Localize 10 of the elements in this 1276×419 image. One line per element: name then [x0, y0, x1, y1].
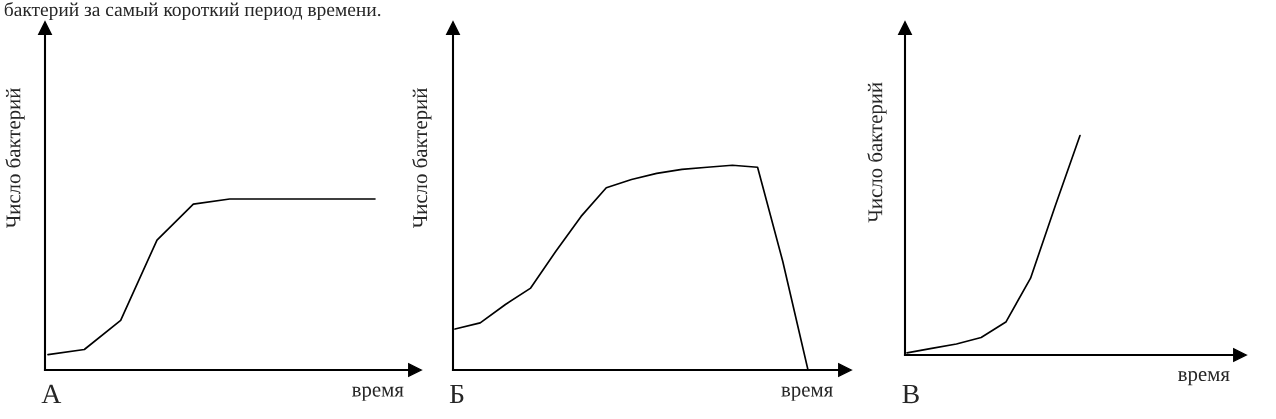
x-axis-title: время [1178, 371, 1230, 386]
y-axis-title: Число бактерий [412, 88, 432, 229]
text: Б [449, 384, 464, 404]
text: бактерий за самый короткий период времени. [4, 2, 381, 21]
text: А [41, 384, 62, 404]
x-axis-title: время [352, 386, 404, 401]
text: В [902, 384, 919, 404]
x-axis-title: время [781, 386, 833, 401]
y-axis-title: Число бактерий [5, 88, 25, 229]
y-axis-title: Число бактерий [867, 82, 887, 223]
